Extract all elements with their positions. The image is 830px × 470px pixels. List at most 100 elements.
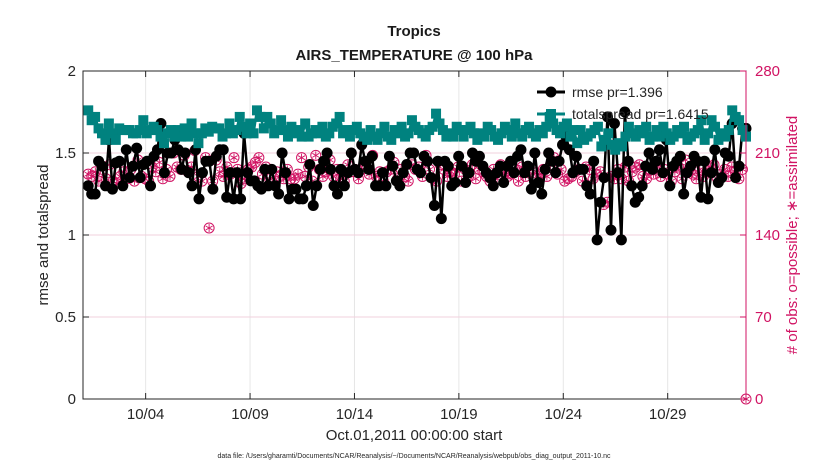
rmse-point: [473, 150, 485, 162]
totalspread-point: [272, 125, 283, 136]
totalspread-point: [561, 118, 572, 129]
totalspread-point: [503, 125, 514, 136]
totalspread-point: [134, 125, 145, 136]
totalspread-point: [706, 115, 717, 126]
rmse-point: [300, 180, 312, 192]
totalspread-point: [262, 111, 273, 122]
obs-circle: [228, 152, 240, 164]
rmse-point: [297, 193, 309, 205]
rmse-point: [352, 167, 364, 179]
rmse-point: [591, 234, 603, 246]
totalspread-point: [313, 128, 324, 139]
y2-tick-label: 70: [755, 309, 772, 326]
rmse-point: [698, 155, 710, 167]
totalspread-point: [265, 118, 276, 129]
rmse-point: [498, 177, 510, 189]
rmse-point: [664, 180, 676, 192]
totalspread-point: [555, 128, 566, 139]
totalspread-point: [193, 138, 204, 149]
totalspread-point: [530, 131, 541, 142]
totalspread-point: [393, 128, 404, 139]
legend-rmse-label: rmse pr=1.396: [572, 84, 663, 100]
rmse-point: [266, 163, 278, 175]
totalspread-point: [734, 115, 745, 126]
totalspread-point: [696, 115, 707, 126]
rmse-point: [463, 167, 475, 179]
rmse-point: [612, 167, 624, 179]
rmse-point: [273, 188, 285, 200]
ticks: 10/04 10/09 10/14 10/19 10/24 10/29 0 0.5 1 1.5 2 0…: [55, 63, 780, 423]
totalspread-point: [406, 115, 417, 126]
totalspread-point: [648, 131, 659, 142]
totalspread-point: [479, 131, 490, 142]
obs-asterisk-stroke: [287, 176, 295, 182]
rmse-point: [235, 193, 247, 205]
totalspread-point: [710, 121, 721, 132]
totalspread-point: [692, 125, 703, 136]
rmse-point: [602, 111, 614, 123]
totalspread-point: [214, 123, 225, 134]
rmse-point: [196, 167, 208, 179]
totalspread-point: [637, 128, 648, 139]
y-tick-label: 0: [68, 391, 76, 408]
obs-point: [86, 170, 98, 182]
totalspread-point: [158, 138, 169, 149]
rmse-point: [615, 234, 627, 246]
totalspread-point: [727, 105, 738, 116]
rmse-point: [290, 183, 302, 195]
x-tick-label: 10/14: [336, 406, 374, 423]
y2-tick-label: 140: [755, 227, 780, 244]
y-axis-label: rmse and totalspread: [35, 165, 52, 306]
totalspread-point: [372, 134, 383, 145]
totalspread-point: [255, 111, 266, 122]
rmse-point: [96, 160, 108, 172]
rmse-point: [325, 163, 337, 175]
totalspread-point: [465, 121, 476, 132]
obs-asterisk-stroke: [155, 159, 164, 165]
rmse-point: [415, 167, 427, 179]
rmse-point: [536, 188, 548, 200]
rmse-point: [605, 224, 617, 236]
y-tick-label: 1.5: [55, 145, 76, 162]
totalspread-point: [172, 125, 183, 136]
totalspread-point: [737, 125, 748, 136]
obs-point: [228, 152, 240, 164]
totalspread-point: [455, 125, 466, 136]
totalspread-point: [286, 121, 297, 132]
totalspread-point: [572, 138, 583, 149]
rmse-point: [515, 144, 527, 156]
rmse-point: [550, 167, 562, 179]
totalspread-point: [238, 121, 249, 132]
obs-circle: [89, 166, 101, 178]
totalspread-point: [431, 108, 442, 119]
rmse-point: [460, 177, 472, 189]
totalspread-point: [630, 131, 641, 142]
rmse-point: [179, 147, 191, 159]
totalspread-point: [375, 128, 386, 139]
obs-circle: [402, 175, 414, 187]
rmse-point: [401, 158, 413, 170]
rmse-point: [131, 142, 143, 154]
rmse-point: [678, 188, 690, 200]
totalspread-point: [723, 125, 734, 136]
obs-circle: [690, 173, 702, 185]
obs-circle: [253, 152, 265, 164]
obs-asterisk-stroke: [632, 164, 640, 170]
rmse-point: [158, 167, 170, 179]
rmse-point: [705, 167, 717, 179]
totalspread-point: [651, 125, 662, 136]
totalspread-point: [165, 125, 176, 136]
totalspread-point: [296, 131, 307, 142]
totalspread-point: [468, 128, 479, 139]
totalspread-point: [96, 128, 107, 139]
rmse-point: [619, 106, 631, 118]
rmse-point: [283, 193, 295, 205]
x-tick-label: 10/19: [440, 406, 478, 423]
rmse-point: [608, 117, 620, 129]
totalspread-point: [510, 118, 521, 129]
totalspread-point: [420, 131, 431, 142]
totalspread-point: [155, 131, 166, 142]
obs-asterisk-stroke: [205, 225, 213, 231]
rmse-point: [588, 155, 600, 167]
